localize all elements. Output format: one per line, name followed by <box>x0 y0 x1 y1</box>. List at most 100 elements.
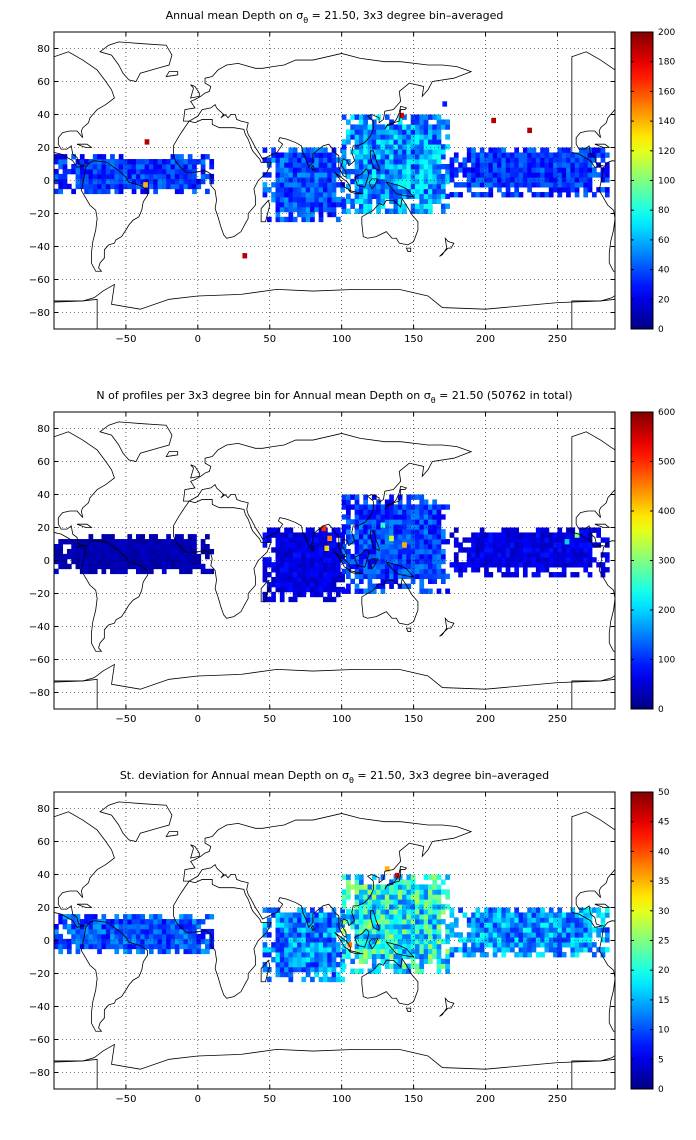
data-cell <box>363 144 368 150</box>
data-cell <box>380 504 386 510</box>
data-cell <box>557 917 563 923</box>
data-cell <box>288 187 294 193</box>
data-cell <box>484 552 489 558</box>
data-cell <box>341 899 347 905</box>
data-cell <box>105 548 111 555</box>
data-cell <box>331 187 337 193</box>
data-cell <box>114 178 120 185</box>
data-cell <box>297 172 302 178</box>
data-cell <box>583 937 589 943</box>
data-cell <box>341 203 347 209</box>
data-cell <box>419 919 425 925</box>
data-cell <box>566 532 571 538</box>
data-cell <box>445 173 450 180</box>
data-cell <box>566 162 571 168</box>
data-cell <box>389 953 394 960</box>
data-cell <box>279 167 285 173</box>
data-cell <box>471 917 476 923</box>
coastline <box>370 910 380 932</box>
data-cell <box>297 211 302 218</box>
data-cell <box>423 539 429 545</box>
data-cell <box>415 884 420 890</box>
data-cell <box>514 187 520 193</box>
data-cell <box>522 157 528 163</box>
data-cell <box>492 532 498 538</box>
data-cell <box>266 952 272 958</box>
data-cell <box>174 943 180 950</box>
x-tick-label: 150 <box>404 334 423 345</box>
colorbar-tick-label: 100 <box>658 177 675 187</box>
data-cell <box>548 917 554 923</box>
data-cell <box>479 552 485 558</box>
data-cell <box>266 596 272 603</box>
data-cell <box>358 114 364 120</box>
data-cell <box>540 542 545 548</box>
data-cell <box>376 548 381 555</box>
data-cell <box>179 553 184 560</box>
data-cell <box>557 907 563 913</box>
data-cell <box>92 914 98 920</box>
data-cell <box>389 539 394 545</box>
data-cell <box>393 933 399 940</box>
data-cell <box>419 943 425 950</box>
data-cell <box>75 948 81 955</box>
data-cell <box>402 193 407 200</box>
data-cell <box>110 159 115 165</box>
data-cell <box>322 172 328 178</box>
data-cell <box>497 187 502 193</box>
data-cell <box>279 552 285 558</box>
data-cell <box>262 922 268 928</box>
data-cell <box>479 947 485 953</box>
data-cell <box>196 933 202 940</box>
data-cell <box>436 544 442 550</box>
data-cell <box>553 542 558 548</box>
data-cell <box>114 914 120 920</box>
data-cell <box>135 563 141 570</box>
data-cell <box>284 206 289 213</box>
data-cell <box>292 922 298 928</box>
data-cell <box>428 134 433 140</box>
data-cell <box>402 139 407 145</box>
data-cell <box>367 198 373 204</box>
data-cell <box>322 552 328 558</box>
data-cell <box>322 957 328 963</box>
data-cell <box>397 154 403 160</box>
data-cell <box>131 168 137 175</box>
data-cell <box>380 183 386 190</box>
data-cell <box>327 206 333 213</box>
coastline <box>99 421 173 462</box>
data-cell <box>604 557 610 563</box>
data-cell <box>419 568 425 575</box>
data-cell <box>384 124 390 130</box>
data-cell <box>275 157 281 163</box>
data-cell <box>262 942 268 948</box>
data-cell <box>384 544 390 550</box>
data-cell <box>314 961 320 968</box>
data-cell <box>428 203 433 209</box>
data-cell <box>350 504 356 510</box>
data-cell <box>497 162 502 168</box>
data-cell <box>297 947 302 953</box>
data-cell <box>144 548 150 555</box>
data-cell <box>275 206 281 213</box>
data-cell <box>553 932 558 938</box>
data-cell <box>462 567 468 573</box>
data-cell <box>363 588 368 594</box>
data-cell <box>492 537 498 543</box>
data-cell <box>305 961 311 968</box>
data-cell <box>557 167 563 173</box>
coastline <box>80 540 148 652</box>
data-cell <box>497 927 502 933</box>
data-cell <box>462 937 468 943</box>
data-cell <box>322 147 328 153</box>
data-cell <box>505 557 511 563</box>
data-cell <box>583 537 589 543</box>
data-cell <box>297 927 302 933</box>
data-cell <box>279 937 285 943</box>
data-cell <box>436 519 442 525</box>
data-cell <box>288 917 294 923</box>
data-cell <box>341 154 347 160</box>
data-cell <box>84 914 89 920</box>
data-cell <box>376 149 381 155</box>
data-cell <box>449 922 455 928</box>
